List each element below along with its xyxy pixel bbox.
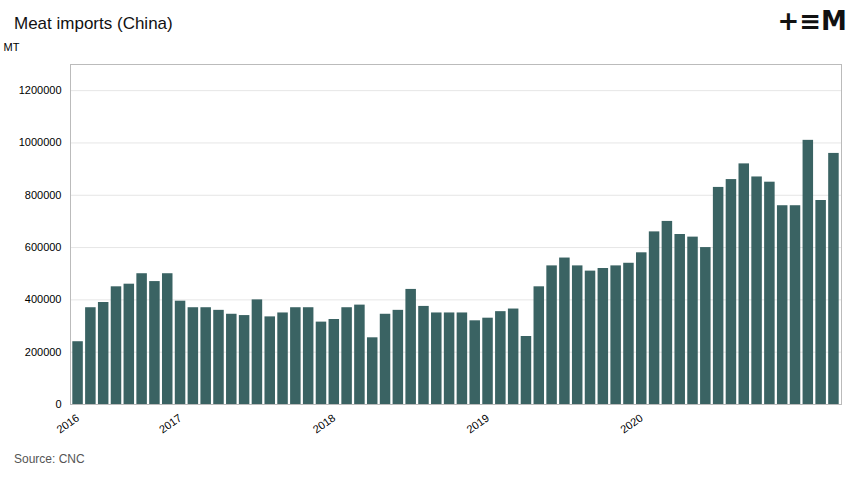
svg-text:2017: 2017	[157, 411, 184, 435]
svg-text:0: 0	[55, 398, 61, 410]
svg-text:600000: 600000	[25, 241, 62, 253]
svg-text:1000000: 1000000	[19, 136, 62, 148]
html-text:Meat imports (China): Meat imports (China)	[14, 14, 173, 33]
html-text:+≡M: +≡M	[777, 6, 847, 36]
svg-text:1200000: 1200000	[19, 84, 62, 96]
svg-text:200000: 200000	[25, 346, 62, 358]
svg-text:400000: 400000	[25, 293, 62, 305]
svg-text:MT: MT	[4, 41, 20, 53]
svg-text:2020: 2020	[618, 411, 645, 435]
svg-text:2018: 2018	[311, 411, 338, 435]
svg-text:2016: 2016	[54, 411, 81, 435]
svg-text:2019: 2019	[464, 411, 491, 435]
html-text:Source: CNC: Source: CNC	[14, 452, 85, 466]
svg-text:800000: 800000	[25, 189, 62, 201]
